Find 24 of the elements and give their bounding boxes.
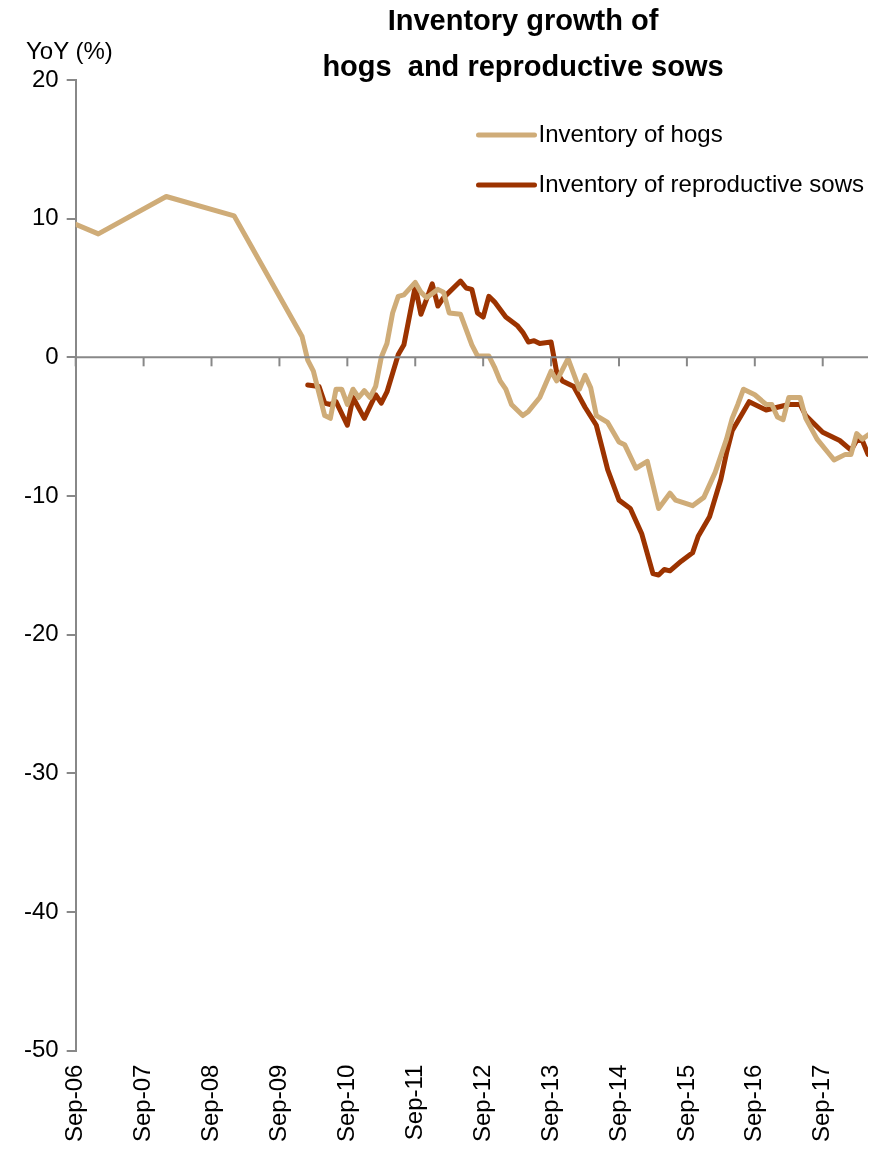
x-tick-label: Sep-14 [603,1064,631,1142]
y-tick-label: 0 [45,341,59,369]
x-tick-label: Sep-15 [671,1064,699,1142]
x-tick-label: Sep-09 [264,1064,292,1142]
y-tick-label: -50 [24,1035,59,1063]
y-axis-title: YoY (%) [26,36,113,64]
x-tick-label: Sep-16 [739,1064,767,1142]
legend-label: Inventory of hogs [538,119,723,147]
y-tick-label: -30 [24,757,59,785]
x-tick-label: Sep-11 [399,1064,427,1141]
y-tick-label: -40 [24,896,59,924]
y-tick-label: -20 [24,619,59,647]
y-tick-label: 20 [31,64,59,92]
legend-label: Inventory of reproductive sows [538,169,865,197]
y-tick-label: -10 [24,480,59,508]
chart-title: Inventory growth of hogs and reproductive sows [322,4,724,82]
x-tick-label: Sep-10 [331,1064,359,1142]
x-tick-label: Sep-08 [196,1064,224,1142]
x-tick-label: Sep-06 [60,1064,88,1142]
x-tick-label: Sep-17 [807,1064,835,1142]
x-tick-label: Sep-07 [128,1064,156,1142]
x-tick-label: Sep-13 [535,1064,563,1142]
x-tick-label: Sep-12 [467,1064,495,1142]
y-tick-label: 10 [31,203,59,231]
